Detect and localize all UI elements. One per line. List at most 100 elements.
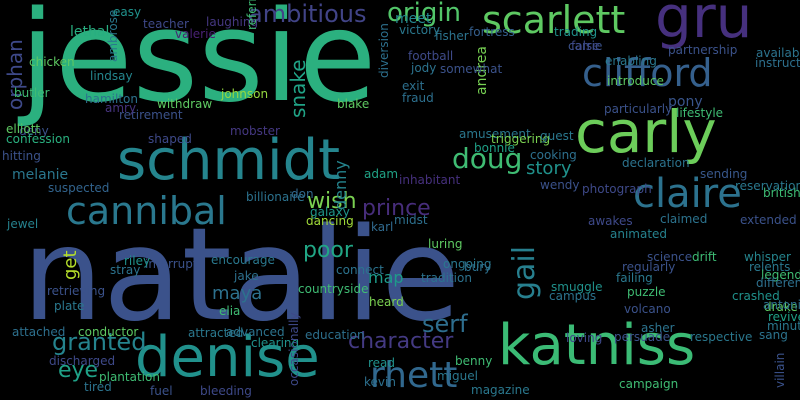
word-meet: meet <box>395 11 432 27</box>
word-adam: adam <box>364 167 399 181</box>
word-fraud: fraud <box>402 91 434 105</box>
word-legendary: legendary <box>761 268 800 282</box>
word-education: education <box>305 328 365 342</box>
word-easy: easy <box>113 5 142 19</box>
word-available: available <box>756 46 800 60</box>
word-valerie: valerie <box>175 27 216 41</box>
word-tired: tired <box>84 380 112 394</box>
word-elia: elia <box>219 304 241 318</box>
word-interrupt: interrupt <box>145 257 198 271</box>
word-failing: failing <box>616 271 653 285</box>
word-serf: serf <box>422 310 468 338</box>
word-cannibal: cannibal <box>66 189 227 233</box>
word-plate: plate <box>54 299 85 313</box>
word-katniss: katniss <box>498 313 696 378</box>
word-dancing: dancing <box>306 214 354 228</box>
word-origin: origin <box>387 0 462 28</box>
word-riley: riley <box>124 254 151 268</box>
word-jessie: jessie <box>20 0 377 130</box>
word-eye: eye <box>58 358 99 383</box>
word-claimed: claimed <box>660 212 708 226</box>
word-laughing: laughing <box>206 15 259 29</box>
word-jake: jake <box>234 269 259 283</box>
word-read: read <box>368 356 396 370</box>
word-partnership: partnership <box>668 43 738 57</box>
word-reservation: reservation <box>735 179 800 193</box>
word-encourage: encourage <box>211 253 275 267</box>
word-attracted: attracted <box>188 326 244 340</box>
word-schmidt: schmidt <box>117 128 341 193</box>
word-amry: amry <box>105 101 137 115</box>
word-science: science <box>647 250 693 264</box>
word-villain: villain <box>773 352 787 388</box>
word-ongoing: ongoing <box>443 257 492 271</box>
word-natalie: natalie <box>22 201 461 350</box>
word-carrie: carrie <box>568 39 603 53</box>
word-character: character <box>348 329 454 354</box>
word-respective: respective <box>690 330 753 344</box>
word-stray: stray <box>110 263 141 277</box>
word-conductor: conductor <box>78 325 139 339</box>
word-puzzle: puzzle <box>627 285 666 299</box>
word-clifford: clifford <box>582 51 713 95</box>
word-don: don <box>291 187 314 201</box>
word-blake: blake <box>337 97 370 111</box>
word-relents: relents <box>749 260 791 274</box>
word-claire: claire <box>633 171 742 217</box>
word-somewhat: somewhat <box>440 62 503 76</box>
word-teacher: teacher <box>143 17 189 31</box>
word-campus: campus <box>549 289 597 303</box>
word-persuade: persuade <box>614 330 671 344</box>
word-connect: connect <box>336 263 384 277</box>
word-chicken: chicken <box>29 55 75 69</box>
word-carly: carly <box>575 98 717 166</box>
word-bury: bury <box>464 260 492 274</box>
word-story: story <box>526 158 572 179</box>
word-drake: drake <box>764 300 798 314</box>
word-amusement: amusement <box>459 127 531 141</box>
word-asher: asher <box>641 321 675 335</box>
word-countryside: countryside <box>298 282 369 296</box>
word-ambitious: ambitious <box>248 0 367 28</box>
word-false: false <box>571 39 600 53</box>
word-heard: heard <box>369 295 404 309</box>
word-fortress: fortress <box>469 25 515 39</box>
word-hitting: hitting <box>2 149 41 163</box>
word-exit: exit <box>402 79 425 93</box>
word-magazine: magazine <box>471 383 530 397</box>
word-clearing: clearing <box>251 336 300 350</box>
word-withdraw: withdraw <box>157 97 213 111</box>
word-suspected: suspected <box>48 181 110 195</box>
word-revive: revive <box>768 310 800 324</box>
word-retrieving: retrieving <box>47 284 106 298</box>
word-ambrose: ambrose <box>106 9 120 62</box>
word-trading: trading <box>554 25 598 39</box>
word-elliott: elliott <box>6 122 41 136</box>
word-map: map <box>368 268 404 287</box>
word-hamilton: hamilton <box>85 92 138 106</box>
word-animated: animated <box>610 227 668 241</box>
word-prince: prince <box>362 196 431 221</box>
word-regularly: regularly <box>622 260 676 274</box>
word-granted: granted <box>52 328 147 356</box>
word-shaped: shaped <box>148 132 192 146</box>
word-midst: midst <box>394 213 428 227</box>
word-instructor: instructor <box>755 56 800 70</box>
word-discharged: discharged <box>49 354 116 368</box>
word-melanie: melanie <box>12 167 69 183</box>
word-wendy: wendy <box>540 178 580 192</box>
word-triggering: triggering <box>491 132 551 146</box>
word-plantation: plantation <box>99 370 160 384</box>
word-benny: benny <box>455 354 493 368</box>
word-cooking: cooking <box>530 148 577 162</box>
word-gail: gail <box>507 245 542 300</box>
word-advanced: advanced <box>226 325 285 339</box>
word-campaign: campaign <box>619 377 679 391</box>
word-football: football <box>408 49 454 63</box>
word-deny: deny <box>19 124 49 138</box>
word-johnson: johnson <box>221 87 269 101</box>
word-bleeding: bleeding <box>200 384 252 398</box>
word-photograph: photograph <box>582 182 652 196</box>
word-denny: denny <box>331 160 350 210</box>
